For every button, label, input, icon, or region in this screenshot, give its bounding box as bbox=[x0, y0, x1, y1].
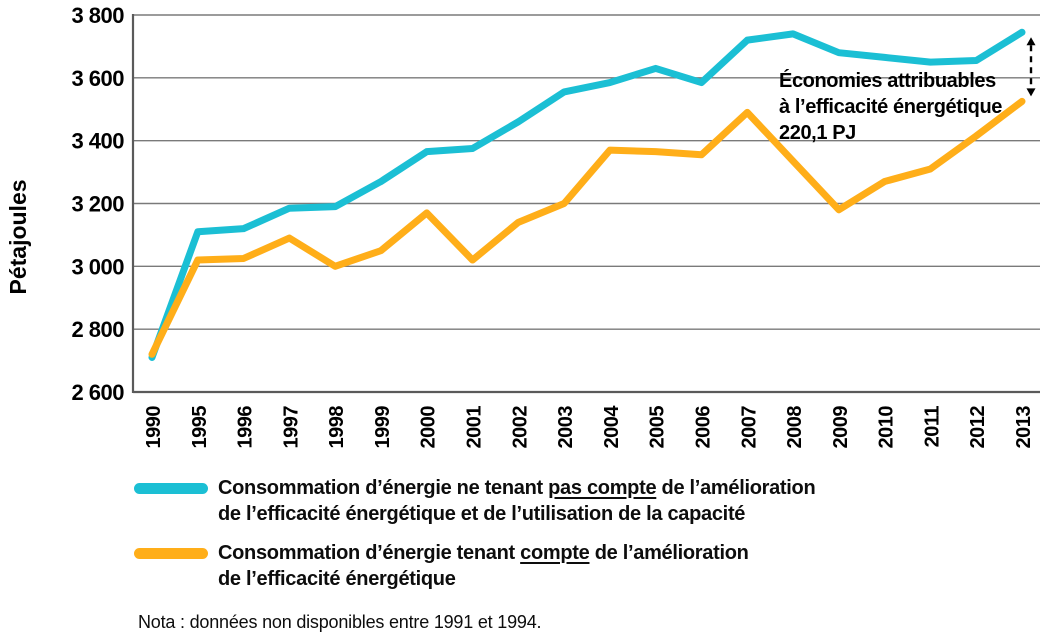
legend-item-with-efficiency: Consommation d’énergie tenant compte de … bbox=[134, 540, 749, 592]
annotation-line-2: à l’efficacité énergétique bbox=[779, 96, 1002, 118]
x-tick-label: 2012 bbox=[967, 406, 989, 449]
legend-text-line2: de l’efficacité énergétique bbox=[218, 568, 456, 590]
y-axis-title: Pétajoules bbox=[5, 179, 31, 294]
footnote: Nota : données non disponibles entre 199… bbox=[138, 612, 542, 632]
x-tick-label: 1995 bbox=[189, 406, 211, 449]
y-tick-label: 3 400 bbox=[71, 129, 124, 154]
legend-label-with-efficiency: Consommation d’énergie tenant compte de … bbox=[218, 540, 749, 592]
x-tick-label: 2003 bbox=[555, 406, 577, 449]
series-line-without-efficiency bbox=[148, 28, 1026, 361]
series-line-with-efficiency bbox=[148, 97, 1026, 358]
series-layer bbox=[148, 28, 1026, 361]
legend-swatch-teal-icon bbox=[134, 483, 208, 494]
x-tick-label: 1997 bbox=[280, 406, 302, 449]
legend-text-underlined: compte bbox=[520, 542, 590, 564]
grid-layer: 3 800 3 600 3 400 3 200 3 000 2 800 2 600 1990 1… bbox=[71, 3, 1040, 449]
legend-item-without-efficiency: Consommation d’énergie ne tenant pas com… bbox=[134, 475, 816, 527]
annotation-savings-value: 220,1 PJ bbox=[779, 122, 856, 144]
y-tick-label: 2 800 bbox=[71, 317, 124, 342]
x-tick-label: 2011 bbox=[921, 406, 943, 448]
y-tick-label: 3 200 bbox=[71, 192, 124, 217]
x-tick-label: 1998 bbox=[326, 406, 348, 449]
y-tick-label: 3 000 bbox=[71, 254, 124, 279]
annotation-line-1: Économies attribuables bbox=[779, 69, 996, 92]
legend-label-without-efficiency: Consommation d’énergie ne tenant pas com… bbox=[218, 475, 816, 527]
x-tick-label: 2013 bbox=[1013, 406, 1035, 449]
x-tick-label: 2004 bbox=[601, 405, 623, 449]
x-tick-label: 2009 bbox=[830, 406, 852, 449]
legend-text-line2: de l’efficacité énergétique et de l’util… bbox=[218, 503, 746, 525]
x-tick-label: 2001 bbox=[464, 406, 486, 449]
x-tick-label: 2008 bbox=[784, 406, 806, 449]
legend-text-segment: de l’amélioration bbox=[656, 477, 816, 499]
x-tick-label: 2010 bbox=[876, 406, 898, 449]
x-tick-label: 2000 bbox=[418, 406, 440, 449]
x-tick-label: 2006 bbox=[692, 406, 714, 449]
x-tick-label: 2002 bbox=[509, 406, 531, 449]
legend-text-segment: Consommation d’énergie ne tenant bbox=[218, 477, 549, 499]
y-tick-label: 3 600 bbox=[71, 66, 124, 91]
energy-line-chart: 3 800 3 600 3 400 3 200 3 000 2 800 2 600 1990 1… bbox=[5, 3, 1040, 449]
y-tick-label: 3 800 bbox=[71, 3, 124, 28]
savings-arrow-icon bbox=[1026, 37, 1036, 97]
x-tick-label: 2007 bbox=[738, 406, 760, 449]
x-tick-label: 1999 bbox=[372, 406, 394, 449]
legend-text-underlined: pas compte bbox=[548, 477, 657, 499]
y-tick-label: 2 600 bbox=[71, 380, 124, 405]
legend-swatch-orange-icon bbox=[134, 548, 208, 559]
x-tick-label: 1996 bbox=[235, 406, 257, 449]
legend-text-segment: de l’amélioration bbox=[589, 542, 749, 564]
x-tick-label: 1990 bbox=[143, 406, 165, 449]
x-tick-label: 2005 bbox=[647, 406, 669, 449]
legend-text-segment: Consommation d’énergie tenant bbox=[218, 542, 521, 564]
annotation-layer: Économies attribuables à l’efficacité én… bbox=[779, 37, 1036, 144]
